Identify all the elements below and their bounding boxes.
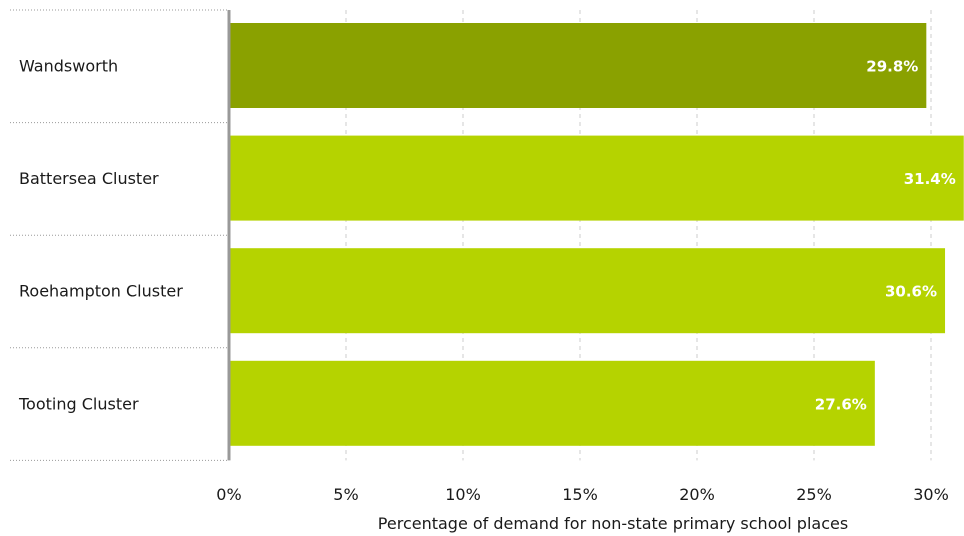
row-dividers [10,9,229,461]
bars [230,23,964,446]
bar [230,248,946,334]
category-label: Battersea Cluster [19,169,159,188]
x-tick-label: 30% [913,485,949,504]
data-label: 29.8% [866,58,918,76]
x-tick-label: 25% [796,485,832,504]
data-label: 27.6% [815,395,867,413]
bar [230,23,927,108]
bar [230,360,875,446]
data-label: 30.6% [885,283,937,301]
x-tick-label: 15% [562,485,598,504]
category-labels: Wandsworth Battersea Cluster Roehampton Cl… [18,57,183,414]
x-axis-title: Percentage of demand for non-state prima… [378,514,848,533]
data-labels: 29.8% 31.4% 30.6% 27.6% [815,58,956,414]
x-tick-labels: 0% 5% 10% 15% 20% 25% 30% [216,485,948,504]
x-tick-label: 0% [216,485,241,504]
x-tick-label: 20% [679,485,715,504]
x-tick-label: 10% [445,485,481,504]
category-label: Tooting Cluster [18,394,139,413]
x-tick-label: 5% [333,485,358,504]
data-label: 31.4% [904,170,956,188]
category-label: Wandsworth [19,57,118,76]
category-label: Roehampton Cluster [19,282,183,301]
bar [230,135,964,221]
